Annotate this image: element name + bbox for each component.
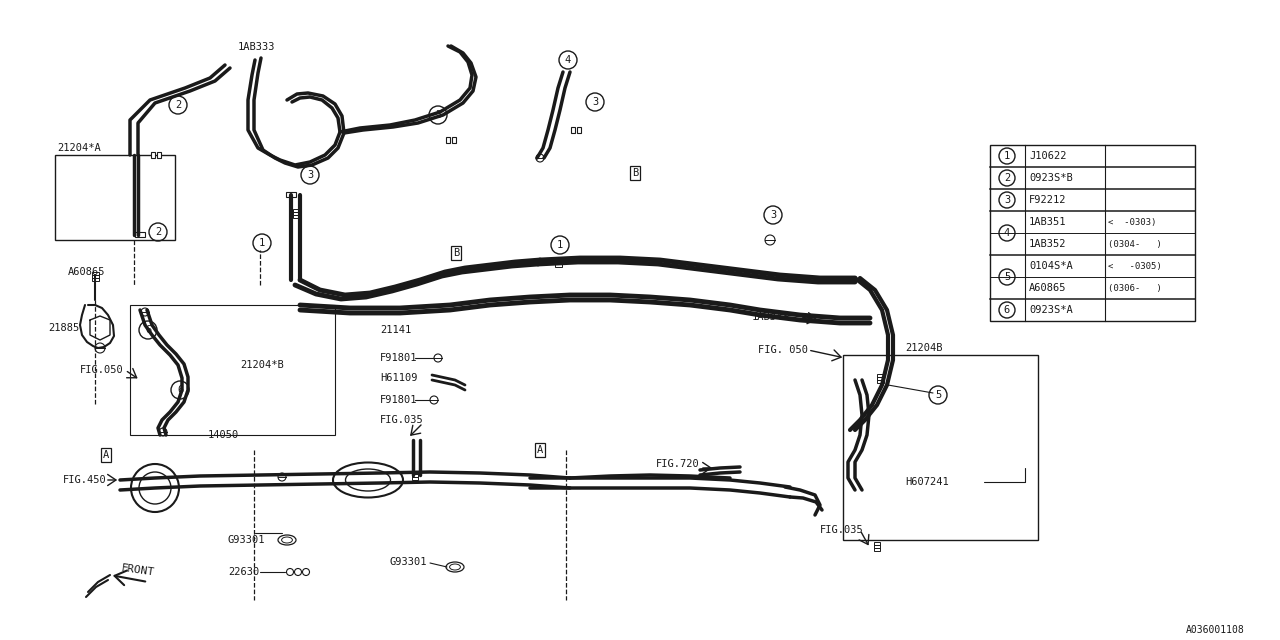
- Text: F91801: F91801: [380, 395, 417, 405]
- Bar: [556, 258, 562, 261]
- Text: 3: 3: [591, 97, 598, 107]
- Text: A: A: [536, 445, 543, 455]
- Bar: [151, 152, 155, 158]
- Text: B: B: [632, 168, 639, 178]
- Text: FIG.720: FIG.720: [657, 459, 700, 469]
- Text: 1AB343: 1AB343: [753, 312, 790, 322]
- Bar: [92, 278, 99, 281]
- Bar: [131, 305, 335, 435]
- Text: F92212: F92212: [1029, 195, 1066, 205]
- Text: 2: 2: [1004, 173, 1010, 183]
- Text: (0304-   ): (0304- ): [1108, 239, 1162, 248]
- Text: H61109: H61109: [380, 373, 417, 383]
- Text: 6: 6: [145, 325, 151, 335]
- Bar: [134, 232, 145, 237]
- Text: 5: 5: [934, 390, 941, 400]
- Bar: [874, 548, 881, 551]
- Text: 1: 1: [259, 238, 265, 248]
- Bar: [877, 374, 884, 377]
- Text: <   -0305): < -0305): [1108, 262, 1162, 271]
- Bar: [452, 137, 456, 143]
- Text: 6: 6: [177, 385, 183, 395]
- Bar: [877, 380, 884, 383]
- Text: (0306-   ): (0306- ): [1108, 284, 1162, 292]
- Bar: [293, 212, 300, 215]
- Text: 5: 5: [1004, 272, 1010, 282]
- Text: G93301: G93301: [390, 557, 428, 567]
- Bar: [92, 272, 99, 275]
- Text: 0923S*A: 0923S*A: [1029, 305, 1073, 315]
- Text: 21141: 21141: [380, 325, 411, 335]
- Text: F91801: F91801: [380, 353, 417, 363]
- Bar: [556, 264, 562, 267]
- Text: 21885: 21885: [49, 323, 79, 333]
- Text: J10622: J10622: [1029, 151, 1066, 161]
- Text: FRONT: FRONT: [120, 563, 155, 577]
- Text: G93301: G93301: [228, 535, 265, 545]
- Text: 1AB333: 1AB333: [238, 42, 275, 52]
- Text: H607241: H607241: [905, 477, 948, 487]
- Bar: [293, 209, 300, 212]
- Text: 2: 2: [175, 100, 182, 110]
- Bar: [293, 215, 300, 218]
- Bar: [874, 542, 881, 545]
- Text: 2: 2: [155, 227, 161, 237]
- Bar: [989, 145, 1196, 321]
- Text: 21204B: 21204B: [905, 343, 942, 353]
- Text: A60865: A60865: [1029, 283, 1066, 293]
- Bar: [571, 127, 575, 133]
- Text: FIG.450: FIG.450: [63, 475, 106, 485]
- Text: 6: 6: [1004, 305, 1010, 315]
- Text: 4: 4: [1004, 228, 1010, 238]
- Text: 3: 3: [435, 110, 442, 120]
- Bar: [877, 377, 884, 380]
- Text: 3: 3: [307, 170, 314, 180]
- Circle shape: [287, 568, 293, 575]
- Text: 21204*A: 21204*A: [58, 143, 101, 153]
- Text: 1AB352: 1AB352: [1029, 239, 1066, 249]
- Text: A: A: [102, 450, 109, 460]
- Text: A60865: A60865: [68, 267, 105, 277]
- Text: B: B: [453, 248, 460, 258]
- Bar: [55, 155, 175, 240]
- Text: 14050: 14050: [207, 430, 239, 440]
- Bar: [445, 137, 451, 143]
- Text: 1: 1: [557, 240, 563, 250]
- Text: 1AB351: 1AB351: [1029, 217, 1066, 227]
- Bar: [412, 477, 419, 480]
- Text: 21204*B: 21204*B: [241, 360, 284, 370]
- Text: FIG.035: FIG.035: [820, 525, 864, 535]
- Text: 0104S*A: 0104S*A: [1029, 261, 1073, 271]
- Bar: [874, 545, 881, 548]
- Text: 22630: 22630: [228, 567, 260, 577]
- Bar: [412, 474, 419, 477]
- Text: <  -0303): < -0303): [1108, 218, 1156, 227]
- Text: 4: 4: [564, 55, 571, 65]
- Bar: [577, 127, 581, 133]
- Bar: [412, 471, 419, 474]
- Text: FIG.035: FIG.035: [380, 415, 424, 425]
- Bar: [556, 261, 562, 264]
- Bar: [285, 192, 296, 197]
- Text: 3: 3: [1004, 195, 1010, 205]
- Circle shape: [302, 568, 310, 575]
- Text: 1: 1: [1004, 151, 1010, 161]
- Text: 0923S*B: 0923S*B: [1029, 173, 1073, 183]
- Text: FIG.050: FIG.050: [79, 365, 124, 375]
- Text: 3: 3: [769, 210, 776, 220]
- Text: FIG. 050: FIG. 050: [758, 345, 808, 355]
- Circle shape: [294, 568, 302, 575]
- Bar: [157, 152, 161, 158]
- Bar: [844, 355, 1038, 540]
- Text: A036001108: A036001108: [1187, 625, 1245, 635]
- Bar: [92, 275, 99, 278]
